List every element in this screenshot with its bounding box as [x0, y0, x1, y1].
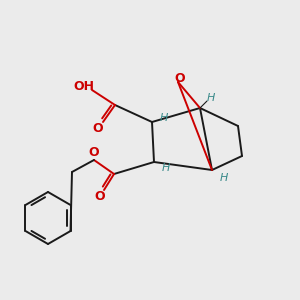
Text: O: O: [93, 122, 103, 136]
Text: H: H: [160, 113, 168, 123]
Text: H: H: [207, 93, 215, 103]
Text: H: H: [162, 163, 170, 173]
Text: OH: OH: [74, 80, 94, 94]
Text: H: H: [220, 173, 228, 183]
Text: O: O: [175, 71, 185, 85]
Text: O: O: [95, 190, 105, 203]
Text: O: O: [89, 146, 99, 158]
